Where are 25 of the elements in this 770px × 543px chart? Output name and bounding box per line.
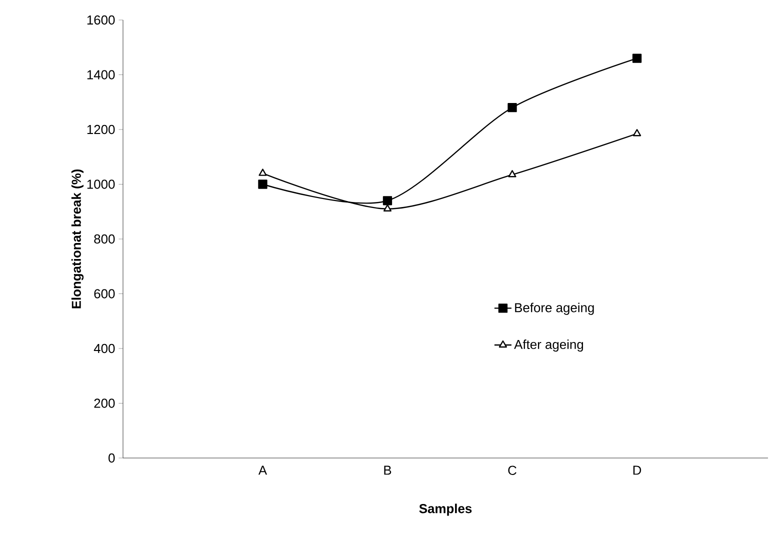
- point: [508, 170, 516, 178]
- y-axis-title: Elongationat break (%): [71, 169, 84, 308]
- y-tick-label: 1400: [87, 70, 115, 80]
- legend-label: After ageing: [514, 340, 584, 352]
- point: [258, 168, 267, 176]
- y-tick-label: 0: [108, 453, 115, 463]
- y-tick-label: 600: [94, 289, 115, 298]
- x-tick-label: C: [508, 466, 516, 475]
- x-tick-label: A: [258, 466, 268, 475]
- point: [258, 180, 268, 189]
- y-tick-label: 200: [94, 398, 115, 408]
- y-tick-label: 1200: [87, 124, 115, 134]
- y-tick-label: 400: [94, 344, 115, 354]
- x-tick-label: B: [384, 466, 392, 475]
- point: [632, 129, 642, 136]
- point: [383, 204, 392, 212]
- y-tick-label: 1000: [87, 180, 115, 189]
- legend-label: Before ageing: [515, 302, 594, 315]
- x-tick-label: D: [633, 466, 642, 475]
- point: [632, 54, 642, 63]
- x-axis-title: Samples: [419, 504, 472, 516]
- y-tick-label: 800: [94, 234, 115, 244]
- y-tick-label: 1600: [87, 15, 115, 25]
- point: [508, 103, 517, 112]
- point: [382, 196, 392, 206]
